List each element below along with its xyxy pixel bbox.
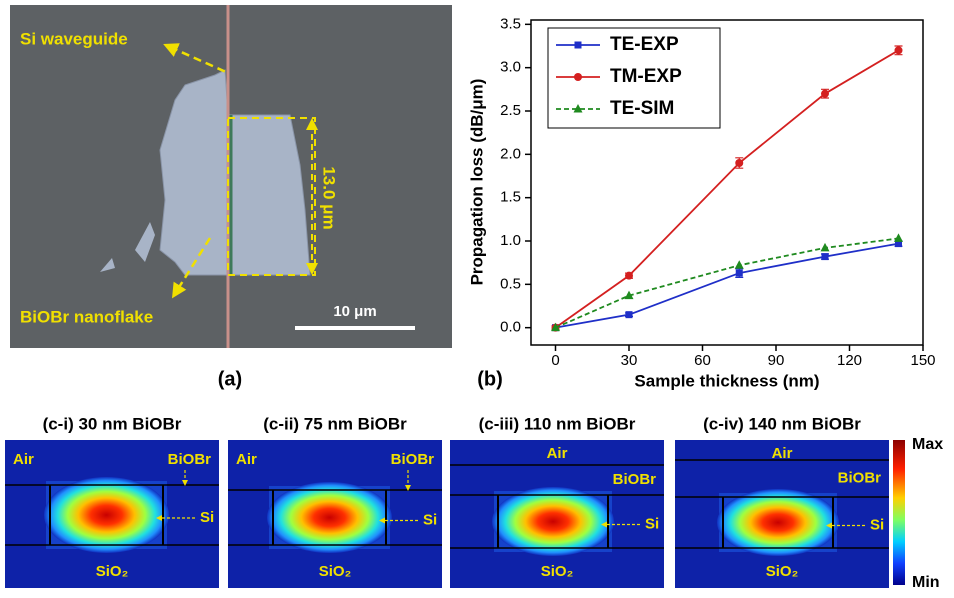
data-point <box>735 159 744 167</box>
y-tick-label: 2.5 <box>500 102 521 119</box>
mode-title: (c-i) 30 nm BiOBr <box>43 414 182 433</box>
air-label: Air <box>547 445 568 462</box>
mode-field <box>44 477 169 553</box>
colorbar <box>893 440 905 585</box>
biobr-label: BiOBr <box>838 469 882 486</box>
waveguide-label: Si waveguide <box>20 29 128 48</box>
y-tick-label: 0.0 <box>500 319 521 336</box>
sio2-label: SiO₂ <box>541 563 574 580</box>
panel-label: (a) <box>218 368 242 390</box>
biobr-label: BiOBr <box>613 471 657 488</box>
data-point <box>624 290 634 300</box>
mode-field <box>717 489 839 556</box>
mode-title: (c-iii) 110 nm BiOBr <box>479 414 636 433</box>
si-label: Si <box>200 509 214 526</box>
sio2-label: SiO₂ <box>96 563 129 580</box>
mode-title: (c-ii) 75 nm BiOBr <box>263 414 407 433</box>
data-point <box>820 242 830 252</box>
mode-profile: Air BiOBr Si SiO₂ <box>5 440 219 588</box>
si-label: Si <box>870 516 884 533</box>
air-label: Air <box>772 445 793 462</box>
y-tick-label: 3.5 <box>500 15 521 32</box>
x-tick-label: 120 <box>837 352 862 369</box>
y-tick-label: 0.5 <box>500 275 521 292</box>
legend-label: TE-SIM <box>610 98 674 119</box>
data-point <box>894 233 903 242</box>
y-tick-label: 2.0 <box>500 145 521 162</box>
colorbar-min: Min <box>912 574 940 591</box>
width-label: 13.0 μm <box>320 166 339 229</box>
scale-label: 10 μm <box>333 303 376 320</box>
data-point <box>821 89 829 98</box>
legend-marker <box>574 73 582 81</box>
legend-label: TM-EXP <box>610 66 682 87</box>
mode-profile: Air BiOBr Si SiO₂ <box>228 440 442 588</box>
air-label: Air <box>236 451 257 468</box>
si-label: Si <box>423 511 437 528</box>
mode-field <box>267 482 392 553</box>
legend-label: TE-EXP <box>610 34 679 55</box>
data-point <box>895 240 902 248</box>
x-tick-label: 30 <box>621 352 638 369</box>
micrograph <box>10 5 452 348</box>
data-point <box>551 322 560 332</box>
legend-marker <box>573 104 583 113</box>
x-tick-label: 60 <box>694 352 711 369</box>
data-point <box>625 311 633 319</box>
y-tick-label: 3.0 <box>500 59 521 76</box>
data-point <box>735 269 743 277</box>
data-point <box>894 46 903 55</box>
x-tick-label: 150 <box>910 352 935 369</box>
x-axis-label: Sample thickness (nm) <box>634 371 819 390</box>
mode-field <box>492 487 614 556</box>
series-line <box>555 242 899 329</box>
mode-title: (c-iv) 140 nm BiOBr <box>703 414 861 433</box>
si-label: Si <box>645 515 659 532</box>
data-point <box>821 253 829 261</box>
mode-profile: Air BiOBr Si SiO₂ <box>675 440 889 588</box>
data-point <box>734 260 744 269</box>
biobr-label: BiOBr <box>168 451 212 468</box>
y-tick-label: 1.0 <box>500 232 521 249</box>
plot-frame <box>530 19 924 346</box>
air-label: Air <box>13 451 34 468</box>
sio2-label: SiO₂ <box>766 563 799 580</box>
y-axis-label: Propagation loss (dB/μm) <box>467 79 486 286</box>
data-point <box>625 271 633 280</box>
x-tick-label: 90 <box>768 352 785 369</box>
colorbar-max: Max <box>912 436 943 453</box>
legend-marker <box>574 41 582 49</box>
flake-label: BiOBr nanoflake <box>20 307 153 326</box>
x-tick-label: 0 <box>551 352 559 369</box>
y-tick-label: 1.5 <box>500 189 521 206</box>
mode-profile: Air BiOBr Si SiO₂ <box>450 440 664 588</box>
sio2-label: SiO₂ <box>319 563 352 580</box>
panel-label: (b) <box>477 368 503 390</box>
biobr-label: BiOBr <box>391 451 435 468</box>
